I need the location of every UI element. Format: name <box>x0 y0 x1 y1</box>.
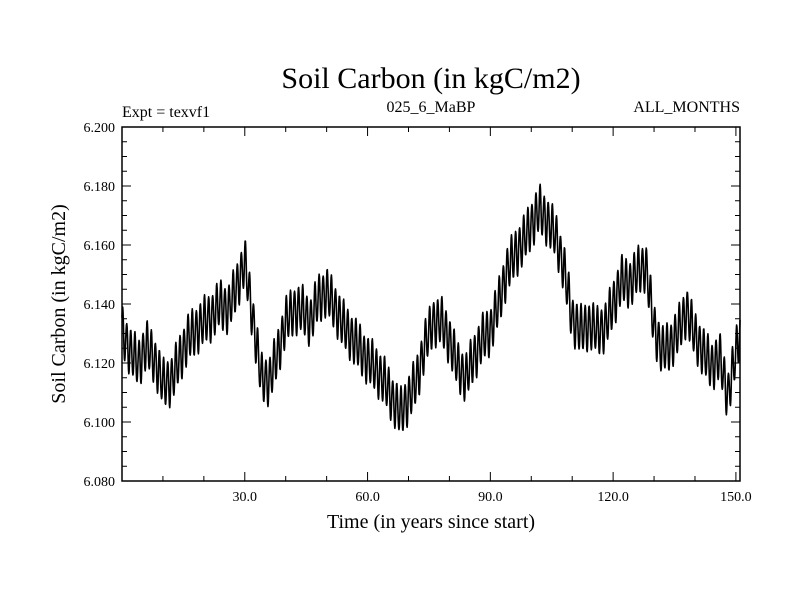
x-tick-label: 90.0 <box>478 490 503 505</box>
y-tick-label: 6.180 <box>84 180 116 195</box>
months-label: ALL_MONTHS <box>633 99 740 116</box>
series-line <box>121 183 741 431</box>
x-tick-label: 120.0 <box>597 490 629 505</box>
chart-title: Soil Carbon (in kgC/m2) <box>281 62 580 95</box>
y-tick-label: 6.200 <box>84 121 116 136</box>
series-group <box>121 183 741 431</box>
axis-ticks: 30.0 60.0 90.0 120.0 150.0 6.080 6.100 6.120 6.1… <box>84 121 752 505</box>
y-tick-label: 6.100 <box>84 416 116 431</box>
x-tick-label: 60.0 <box>355 490 380 505</box>
x-axis-label: Time (in years since start) <box>327 511 535 533</box>
period-label: 025_6_MaBP <box>387 99 476 116</box>
y-tick-label: 6.160 <box>84 239 116 254</box>
y-axis-label: Soil Carbon (in kgC/m2) <box>48 204 70 403</box>
y-tick-label: 6.120 <box>84 357 116 372</box>
x-tick-label: 30.0 <box>233 490 258 505</box>
experiment-label: Expt = texvf1 <box>122 104 210 121</box>
y-tick-label: 6.080 <box>84 475 116 490</box>
y-tick-label: 6.140 <box>84 298 116 313</box>
plot-frame <box>121 126 741 482</box>
x-tick-label: 150.0 <box>720 490 752 505</box>
